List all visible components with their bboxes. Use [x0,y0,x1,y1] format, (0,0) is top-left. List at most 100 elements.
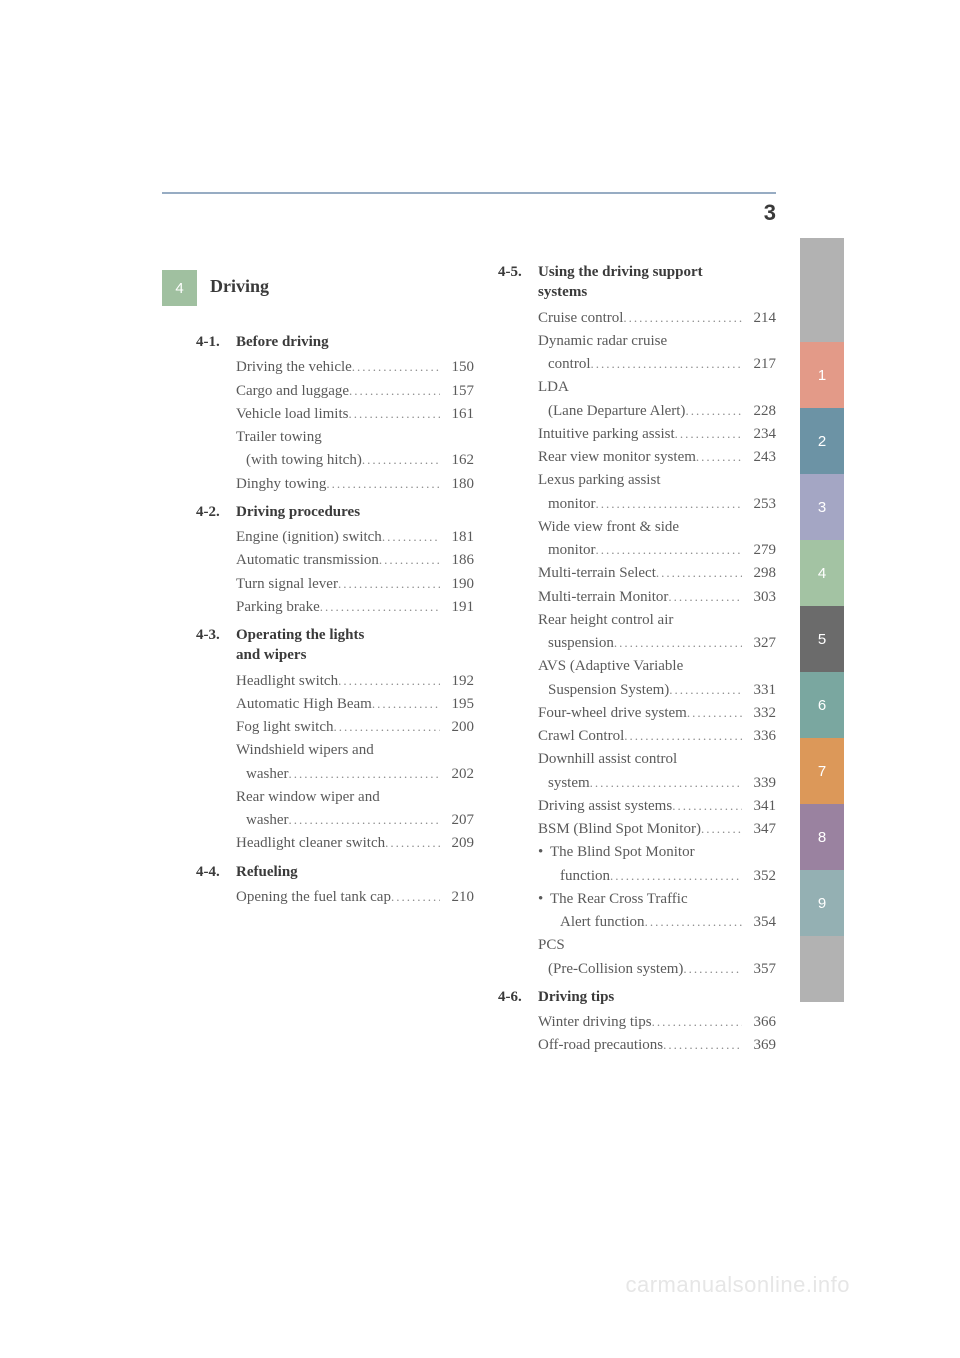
toc-entry-continuation[interactable]: Alert function..........................… [498,911,776,934]
toc-entry-page: 209 [440,832,474,855]
toc-leaders: ........................................… [701,819,742,841]
toc-entry[interactable]: Headlight switch........................… [196,670,474,693]
sidebar-tab-2[interactable]: 2 [800,408,844,474]
sidebar-tab-6[interactable]: 6 [800,672,844,738]
sidebar-tab-7[interactable]: 7 [800,738,844,804]
toc-entry-continuation[interactable]: washer..................................… [196,763,474,786]
toc-entry-label: •The Blind Spot Monitor [538,841,695,864]
toc-leaders: ........................................… [614,633,742,655]
toc-entry[interactable]: PCS [498,934,776,957]
toc-entry-continuation[interactable]: (Lane Departure Alert)..................… [498,400,776,423]
toc-entry-continuation[interactable]: monitor.................................… [498,493,776,516]
toc-entry-cont-label: (Lane Departure Alert) [538,400,685,423]
toc-entry-page: 181 [440,526,474,549]
toc-entry-cont-label: function [538,865,610,888]
toc-leaders: ........................................… [591,354,743,376]
toc-leaders: ........................................… [596,540,743,562]
toc-entry[interactable]: Cruise control..........................… [498,307,776,330]
toc-entry-page: 341 [742,795,776,818]
toc-entry-page: 253 [742,493,776,516]
toc-section-title: Operating the lightsand wipers [236,625,474,666]
toc-entry[interactable]: BSM (Blind Spot Monitor)................… [498,818,776,841]
toc-entry-continuation[interactable]: (with towing hitch).....................… [196,449,474,472]
toc-leaders: ........................................… [624,726,742,748]
toc-section-number: 4-1. [196,332,236,352]
bullet-icon: • [538,888,550,911]
toc-entry[interactable]: Rear window wiper and [196,786,474,809]
toc-entry[interactable]: Fog light switch........................… [196,716,474,739]
toc-section-title: Driving procedures [236,502,474,522]
toc-entry[interactable]: Multi-terrain Select....................… [498,562,776,585]
toc-entry[interactable]: Turn signal lever.......................… [196,573,474,596]
toc-leaders: ........................................… [675,424,742,446]
toc-entry-page: 331 [742,679,776,702]
toc-section-number: 4-4. [196,862,236,882]
toc-section-number: 4-5. [498,262,538,303]
toc-leaders: ........................................… [663,1035,742,1057]
toc-entry[interactable]: Intuitive parking assist................… [498,423,776,446]
toc-entry[interactable]: •The Rear Cross Traffic [498,888,776,911]
toc-leaders: ........................................… [590,773,742,795]
toc-entry[interactable]: Rear view monitor system................… [498,446,776,469]
toc-entry[interactable]: Cargo and luggage.......................… [196,380,474,403]
toc-entry[interactable]: Dynamic radar cruise [498,330,776,353]
sidebar-tab-8[interactable]: 8 [800,804,844,870]
toc-entry-continuation[interactable]: monitor.................................… [498,539,776,562]
toc-entry[interactable]: Driving the vehicle.....................… [196,356,474,379]
toc-entry-page: 228 [742,400,776,423]
toc-entry[interactable]: Crawl Control...........................… [498,725,776,748]
toc-entry-continuation[interactable]: washer..................................… [196,809,474,832]
toc-entry[interactable]: Automatic transmission..................… [196,549,474,572]
toc-entry[interactable]: Dinghy towing...........................… [196,473,474,496]
toc-entry-label: Four-wheel drive system [538,702,687,725]
toc-entry[interactable]: Winter driving tips.....................… [498,1011,776,1034]
toc-entry-label: Multi-terrain Monitor [538,586,668,609]
sidebar-tab-9[interactable]: 9 [800,870,844,936]
toc-entry[interactable]: Opening the fuel tank cap...............… [196,886,474,909]
toc-entry[interactable]: Four-wheel drive system.................… [498,702,776,725]
toc-entry-continuation[interactable]: suspension..............................… [498,632,776,655]
toc-entry-label: Vehicle load limits [236,403,348,426]
toc-entry-label: Opening the fuel tank cap [236,886,391,909]
toc-entry[interactable]: Wide view front & side [498,516,776,539]
toc-entry[interactable]: Engine (ignition) switch................… [196,526,474,549]
toc-entry-continuation[interactable]: control.................................… [498,353,776,376]
toc-entry[interactable]: Multi-terrain Monitor...................… [498,586,776,609]
sidebar-tab-4[interactable]: 4 [800,540,844,606]
toc-entry-label: Rear height control air [538,609,673,632]
toc-entry[interactable]: Headlight cleaner switch................… [196,832,474,855]
toc-entry[interactable]: Rear height control air [498,609,776,632]
toc-entry[interactable]: Lexus parking assist [498,469,776,492]
toc-entry-continuation[interactable]: (Pre-Collision system)..................… [498,958,776,981]
toc-entry-page: 210 [440,886,474,909]
toc-entry[interactable]: Windshield wipers and [196,739,474,762]
toc-entry-cont-label: monitor [538,493,596,516]
header-rule [162,192,776,194]
toc-entry[interactable]: Trailer towing [196,426,474,449]
toc-section-title: Using the driving supportsystems [538,262,776,303]
toc-entry-continuation[interactable]: Suspension System)......................… [498,679,776,702]
toc-entry[interactable]: Off-road precautions....................… [498,1034,776,1057]
toc-entry-continuation[interactable]: system..................................… [498,772,776,795]
toc-entry[interactable]: Automatic High Beam.....................… [196,693,474,716]
toc-entry-continuation[interactable]: function................................… [498,865,776,888]
toc-entry[interactable]: LDA [498,376,776,399]
toc-leaders: ........................................… [668,587,742,609]
sidebar-tab-3[interactable]: 3 [800,474,844,540]
toc-entry[interactable]: Vehicle load limits.....................… [196,403,474,426]
toc-entry-page: 298 [742,562,776,585]
toc-entry[interactable]: AVS (Adaptive Variable [498,655,776,678]
sidebar-tab-5[interactable]: 5 [800,606,844,672]
toc-section: 4-5.Using the driving supportsystems Crui… [498,262,776,981]
toc-entry-label: Winter driving tips [538,1011,652,1034]
toc-entry[interactable]: •The Blind Spot Monitor [498,841,776,864]
toc-leaders: ........................................… [623,308,742,330]
toc-entry[interactable]: Downhill assist control [498,748,776,771]
section-tabs-sidebar: 123456789 [800,238,844,1002]
toc-entry-label: Downhill assist control [538,748,677,771]
toc-entry[interactable]: Parking brake...........................… [196,596,474,619]
toc-entry-label: Headlight cleaner switch [236,832,385,855]
toc-entry[interactable]: Driving assist systems..................… [498,795,776,818]
toc-leaders: ........................................… [391,887,440,909]
sidebar-tab-1[interactable]: 1 [800,342,844,408]
